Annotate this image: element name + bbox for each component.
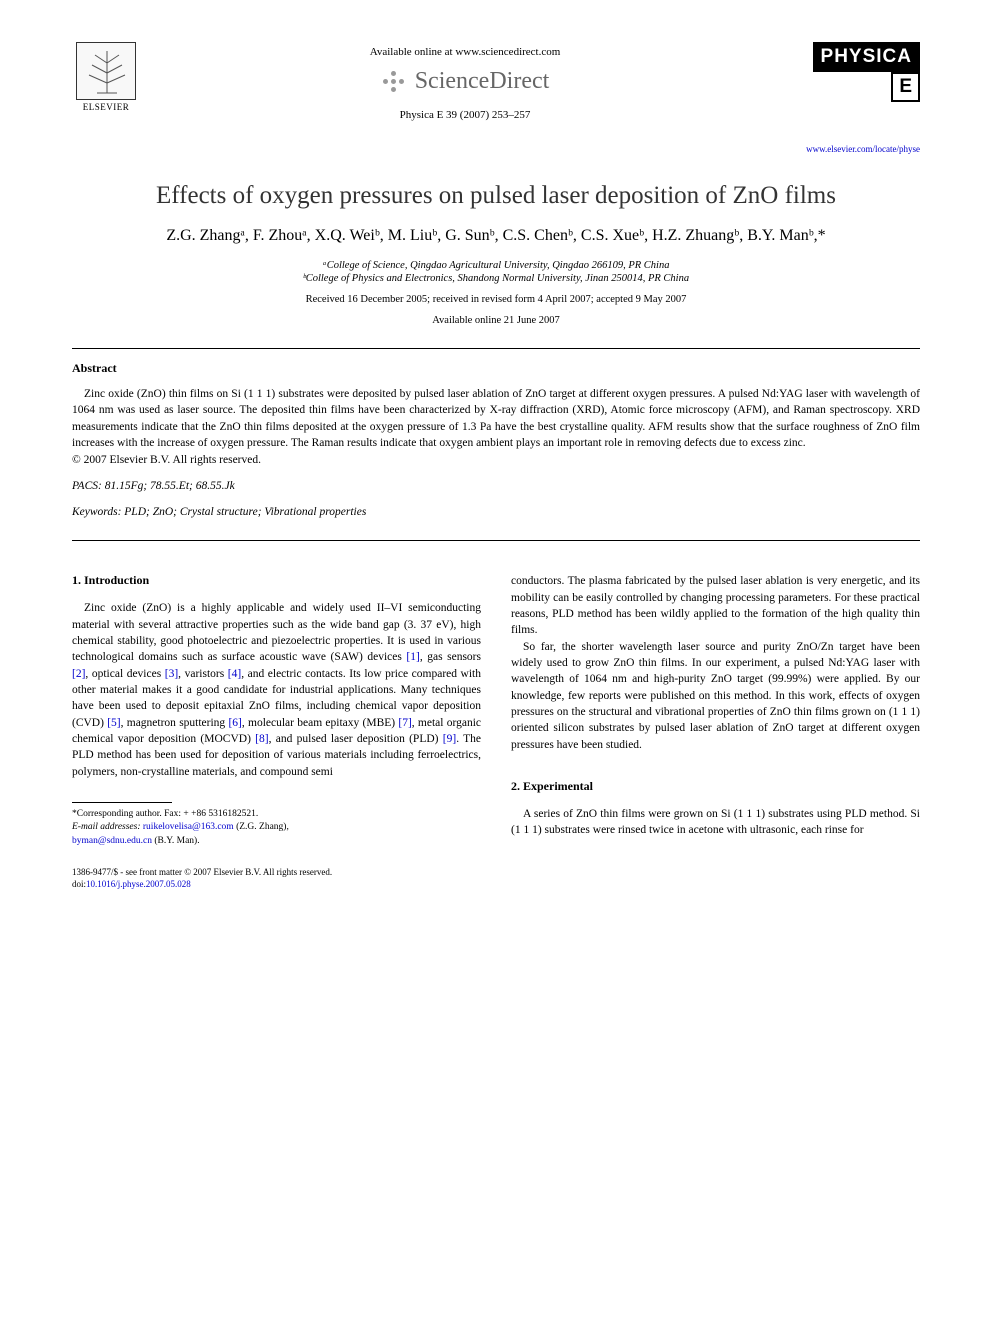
right-column: conductors. The plasma fabricated by the…	[511, 573, 920, 890]
doi-link[interactable]: 10.1016/j.physe.2007.05.028	[86, 879, 191, 889]
intro-paragraph-1-cont: conductors. The plasma fabricated by the…	[511, 573, 920, 638]
copyright-text: © 2007 Elsevier B.V. All rights reserved…	[72, 454, 920, 466]
intro-text-c: , optical devices	[85, 668, 164, 680]
intro-text-f: , magnetron sputtering	[121, 717, 229, 729]
keywords-line: Keywords: PLD; ZnO; Crystal structure; V…	[72, 506, 920, 518]
affiliation-a: ᵃCollege of Science, Qingdao Agricultura…	[72, 260, 920, 271]
intro-text-g: , molecular beam epitaxy (MBE)	[242, 717, 398, 729]
sciencedirect-logo: ScienceDirect	[140, 68, 790, 95]
ref-8-link[interactable]: [8]	[255, 733, 268, 745]
abstract-text: Zinc oxide (ZnO) thin films on Si (1 1 1…	[72, 386, 920, 451]
left-column: 1. Introduction Zinc oxide (ZnO) is a hi…	[72, 573, 481, 890]
email-1-link[interactable]: ruikelovelisa@163.com	[143, 822, 234, 832]
email-2-link[interactable]: byman@sdnu.edu.cn	[72, 836, 152, 846]
issn-line: 1386-9477/$ - see front matter © 2007 El…	[72, 866, 481, 878]
email-1-name: (Z.G. Zhang),	[236, 822, 289, 832]
ref-6-link[interactable]: [6]	[228, 717, 241, 729]
ref-9-link[interactable]: [9]	[443, 733, 456, 745]
elsevier-tree-icon	[76, 42, 136, 100]
ref-4-link[interactable]: [4]	[228, 668, 241, 680]
intro-text-d: , varistors	[178, 668, 228, 680]
keywords-value: PLD; ZnO; Crystal structure; Vibrational…	[124, 506, 366, 518]
ref-1-link[interactable]: [1]	[406, 651, 419, 663]
experimental-paragraph-1: A series of ZnO thin films were grown on…	[511, 806, 920, 839]
doi-label: doi:	[72, 879, 86, 889]
physica-label: PHYSICA	[813, 42, 920, 72]
article-title: Effects of oxygen pressures on pulsed la…	[72, 182, 920, 210]
ref-3-link[interactable]: [3]	[165, 668, 178, 680]
email-line-2: byman@sdnu.edu.cn (B.Y. Man).	[72, 835, 481, 848]
corresponding-fax: *Corresponding author. Fax: + +86 531618…	[72, 808, 481, 821]
elsevier-label: ELSEVIER	[83, 102, 130, 112]
intro-paragraph-1: Zinc oxide (ZnO) is a highly applicable …	[72, 600, 481, 780]
intro-paragraph-2: So far, the shorter wavelength laser sou…	[511, 639, 920, 753]
ref-7-link[interactable]: [7]	[398, 717, 411, 729]
ref-2-link[interactable]: [2]	[72, 668, 85, 680]
journal-homepage-link[interactable]: www.elsevier.com/locate/physe	[790, 144, 920, 154]
abstract-heading: Abstract	[72, 361, 920, 376]
journal-logo-box: PHYSICAE www.elsevier.com/locate/physe	[790, 42, 920, 154]
authors-list: Z.G. Zhangᵃ, F. Zhouᵃ, X.Q. Weiᵇ, M. Liu…	[72, 224, 920, 248]
journal-reference: Physica E 39 (2007) 253–257	[140, 109, 790, 121]
divider	[72, 348, 920, 349]
footnote-divider	[72, 802, 172, 803]
dates-online: Available online 21 June 2007	[72, 315, 920, 326]
email-line: E-mail addresses: ruikelovelisa@163.com …	[72, 821, 481, 834]
bottom-metadata: 1386-9477/$ - see front matter © 2007 El…	[72, 866, 481, 890]
keywords-label: Keywords:	[72, 506, 121, 518]
ref-5-link[interactable]: [5]	[107, 717, 120, 729]
doi-line: doi:10.1016/j.physe.2007.05.028	[72, 878, 481, 890]
intro-text-b: , gas sensors	[420, 651, 481, 663]
dates-received: Received 16 December 2005; received in r…	[72, 294, 920, 305]
physica-e-label: E	[891, 72, 920, 102]
introduction-heading: 1. Introduction	[72, 573, 481, 588]
email-2-name: (B.Y. Man).	[154, 836, 199, 846]
sciencedirect-text: ScienceDirect	[415, 68, 550, 95]
page-header: ELSEVIER Available online at www.science…	[72, 42, 920, 154]
experimental-heading: 2. Experimental	[511, 779, 920, 794]
elsevier-logo: ELSEVIER	[72, 42, 140, 120]
divider	[72, 540, 920, 541]
email-label: E-mail addresses:	[72, 822, 141, 832]
pacs-label: PACS:	[72, 480, 102, 492]
physica-logo: PHYSICAE	[790, 42, 920, 102]
intro-text-i: , and pulsed laser deposition (PLD)	[269, 733, 443, 745]
sciencedirect-dots-icon	[381, 69, 407, 95]
header-center: Available online at www.sciencedirect.co…	[140, 42, 790, 121]
corresponding-author-footnote: *Corresponding author. Fax: + +86 531618…	[72, 808, 481, 848]
affiliation-b: ᵇCollege of Physics and Electronics, Sha…	[72, 273, 920, 284]
pacs-line: PACS: 81.15Fg; 78.55.Et; 68.55.Jk	[72, 480, 920, 492]
pacs-value: 81.15Fg; 78.55.Et; 68.55.Jk	[105, 480, 235, 492]
body-columns: 1. Introduction Zinc oxide (ZnO) is a hi…	[72, 573, 920, 890]
available-online-text: Available online at www.sciencedirect.co…	[140, 46, 790, 58]
